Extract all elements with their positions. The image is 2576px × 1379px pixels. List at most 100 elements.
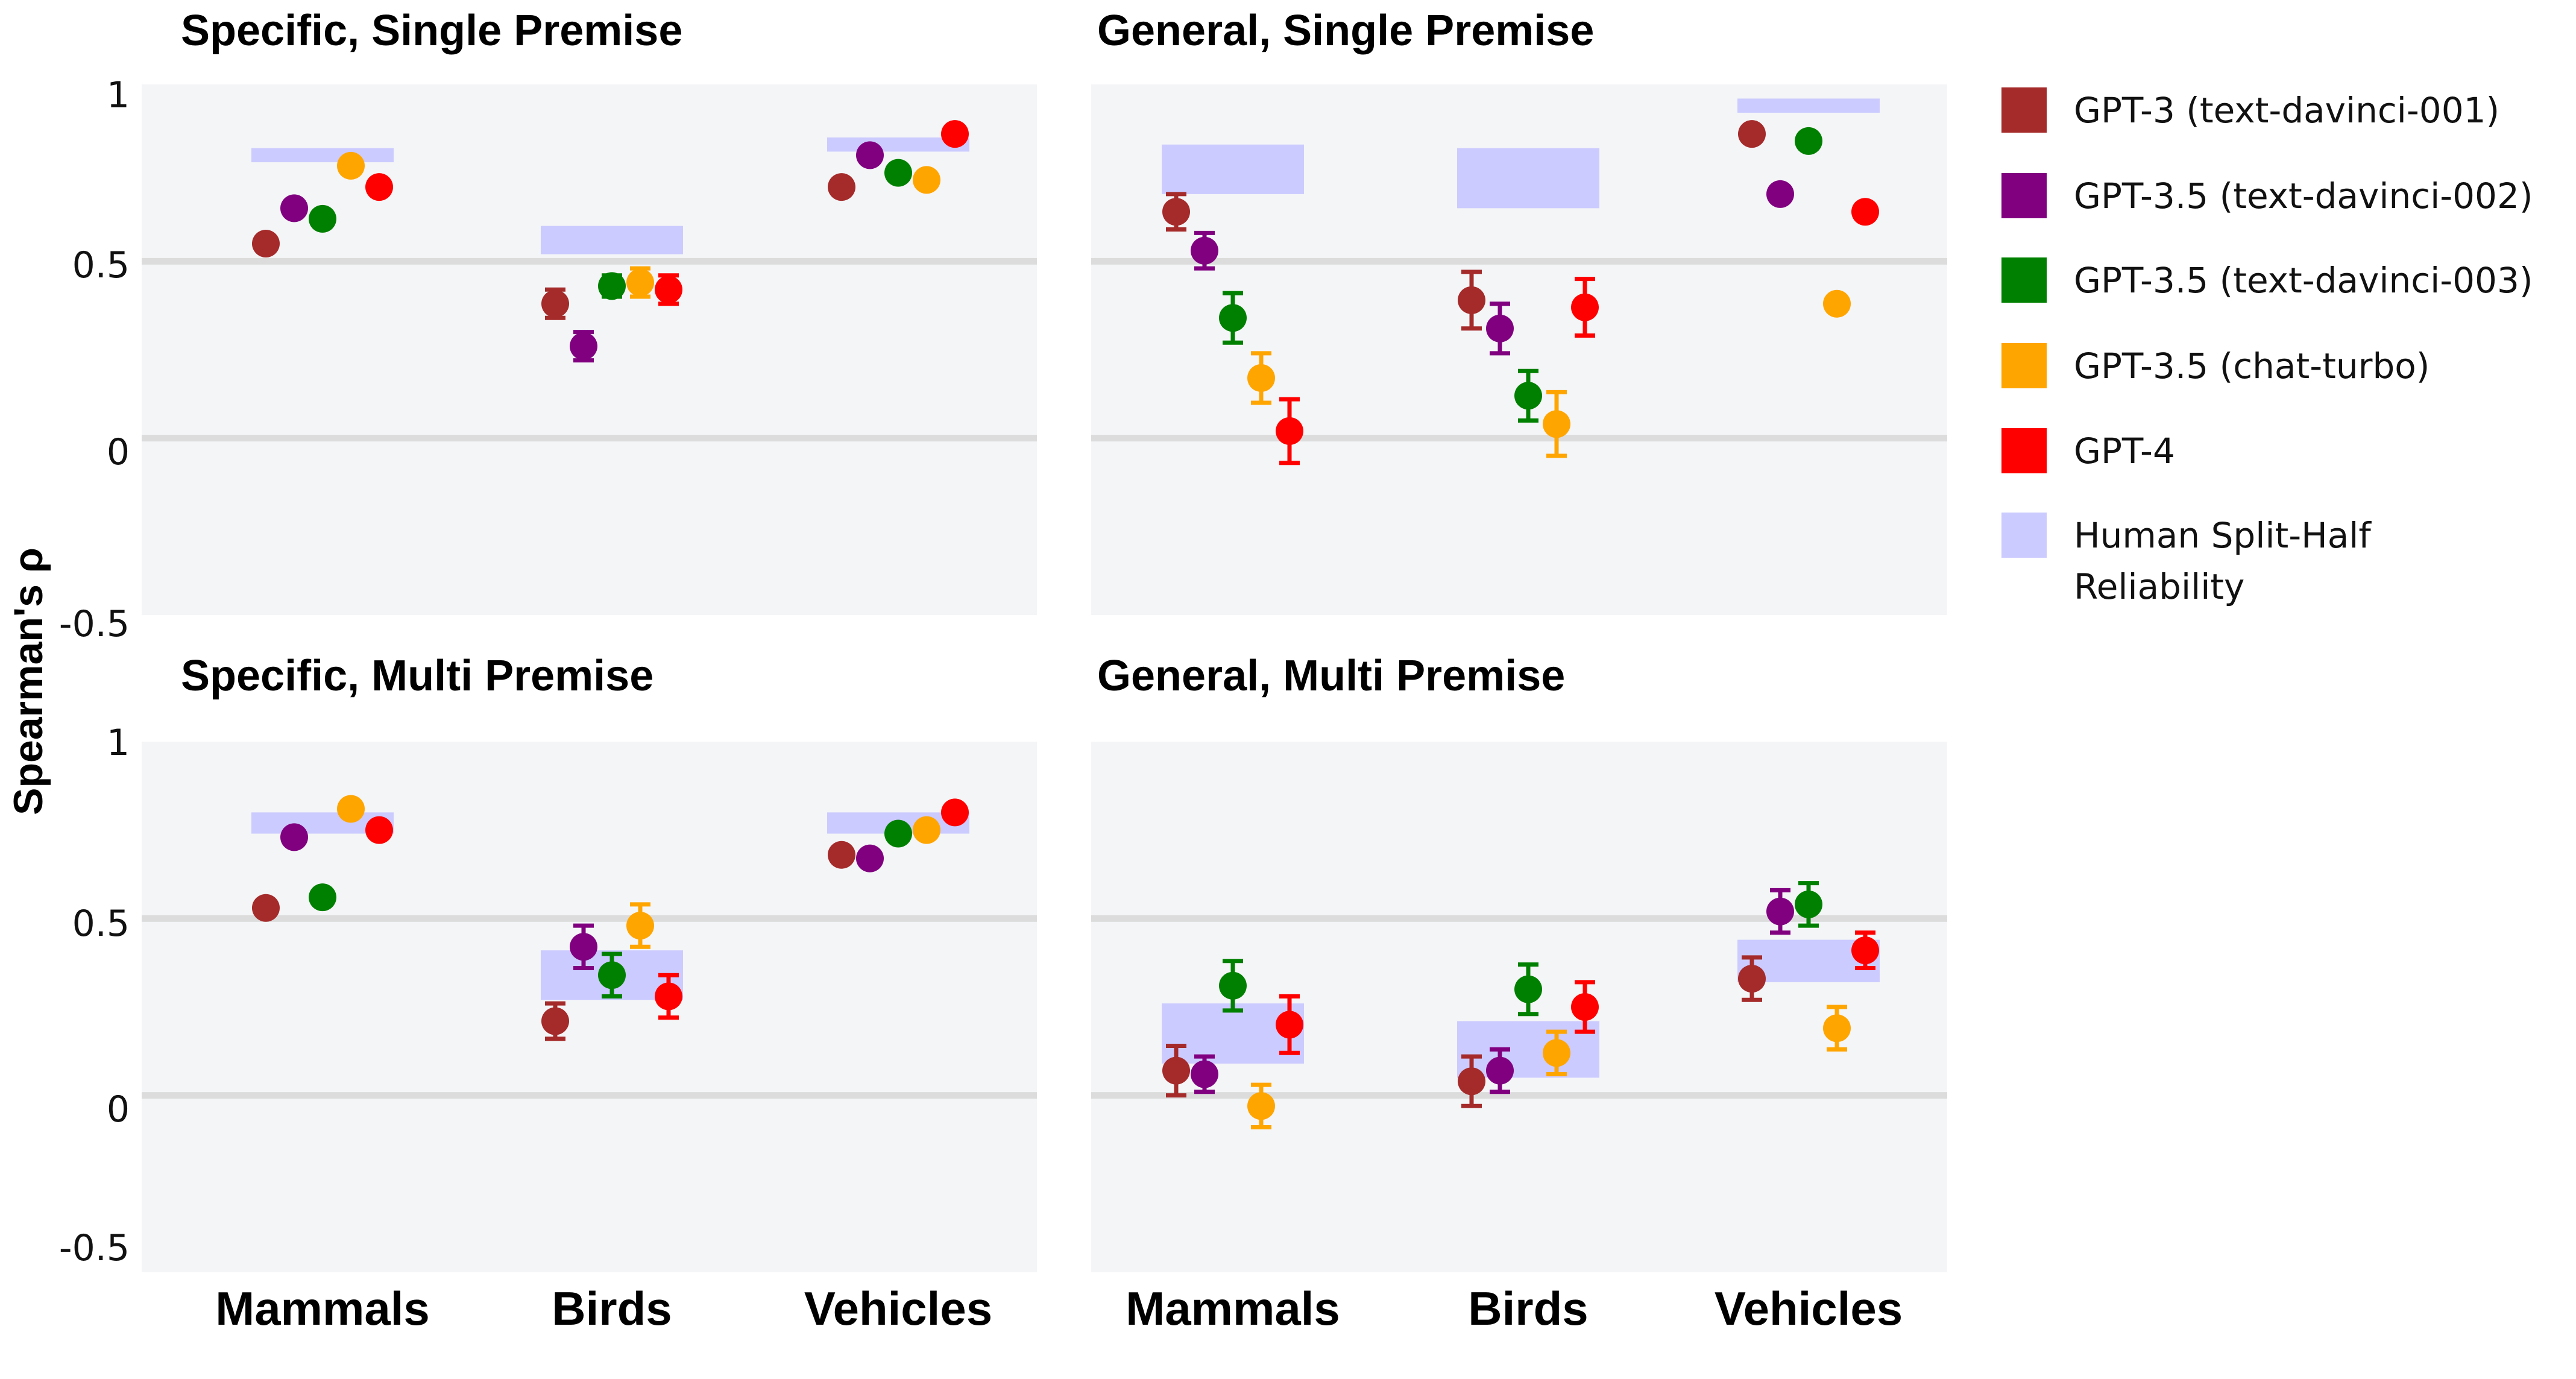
data-point: [913, 816, 940, 844]
legend-item: GPT-3.5 (text-davinci-003): [2001, 257, 2533, 303]
data-point: [1247, 364, 1275, 392]
panel-2: General, Single Premise: [1091, 7, 1947, 615]
panels: Specific, Single Premise 1 0.5 0 -0.5 General…: [59, 7, 1947, 1335]
panel-title: General, Multi Premise: [1097, 652, 1565, 700]
human-band: [541, 226, 683, 254]
data-point: [309, 883, 336, 912]
data-point: [280, 823, 308, 851]
data-point: [828, 841, 855, 869]
panel-4: General, Multi Premise Mammals Birds Vehicl…: [1091, 652, 1947, 1335]
human-band: [1162, 144, 1304, 194]
data-point: [1486, 314, 1514, 342]
y-tick-label: 0.5: [72, 903, 130, 945]
data-point: [337, 795, 365, 823]
legend-item: Human Split-Half Reliability: [2001, 513, 2372, 607]
data-point: [1571, 293, 1599, 321]
data-point: [1571, 993, 1599, 1021]
legend-swatch: [2001, 428, 2047, 473]
data-point: [309, 204, 336, 233]
data-point: [541, 289, 569, 318]
y-axis-label: Spearman's ρ: [5, 547, 51, 815]
data-point: [1766, 897, 1794, 926]
data-point: [828, 173, 855, 201]
data-point: [1162, 198, 1190, 226]
data-point: [1851, 198, 1879, 226]
legend-label: GPT-3 (text-davinci-001): [2074, 90, 2499, 131]
y-tick-label: -0.5: [59, 1227, 130, 1269]
y-tick-label: 0.5: [72, 244, 130, 286]
y-tick-label: 0: [107, 431, 130, 473]
legend-swatch: [2001, 513, 2047, 558]
data-point: [1738, 120, 1766, 148]
data-point: [252, 894, 280, 922]
legend-item: GPT-3.5 (text-davinci-002): [2001, 173, 2533, 218]
data-point: [1766, 180, 1794, 208]
data-point: [1276, 417, 1303, 445]
legend-item: GPT-3 (text-davinci-001): [2001, 87, 2499, 133]
panel-title: Specific, Single Premise: [181, 7, 682, 55]
data-point: [1486, 1056, 1514, 1085]
data-point: [1543, 410, 1570, 438]
data-point: [365, 173, 393, 201]
data-point: [1851, 936, 1879, 965]
data-point: [1823, 1014, 1851, 1043]
data-point: [1162, 1056, 1190, 1085]
legend-label: GPT-4: [2074, 431, 2175, 472]
data-point: [941, 120, 969, 148]
data-point: [884, 819, 912, 848]
data-point: [252, 230, 280, 257]
data-point: [626, 268, 654, 297]
data-point: [598, 961, 626, 989]
panel-3: Specific, Multi Premise 1 0.5 0 -0.5 Mammals B…: [59, 652, 1037, 1335]
panel-1: Specific, Single Premise 1 0.5 0 -0.5: [59, 7, 1037, 645]
legend-item: GPT-3.5 (chat-turbo): [2001, 343, 2430, 388]
x-category-label: Vehicles: [804, 1282, 992, 1335]
data-point: [1191, 236, 1218, 265]
data-point: [1458, 1067, 1485, 1096]
y-tick-label: 1: [107, 74, 130, 116]
y-tick-label: -0.5: [59, 603, 130, 645]
data-point: [856, 141, 884, 169]
y-tick-label: 1: [107, 722, 130, 764]
data-point: [598, 272, 626, 300]
legend-label: GPT-3.5 (chat-turbo): [2074, 346, 2430, 387]
x-category-label: Mammals: [1126, 1282, 1340, 1335]
data-point: [655, 276, 682, 304]
data-point: [856, 844, 884, 873]
data-point: [337, 151, 365, 180]
x-category-label: Birds: [1468, 1282, 1588, 1335]
legend-label: GPT-3.5 (text-davinci-002): [2074, 175, 2533, 216]
data-point: [541, 1007, 569, 1035]
data-point: [570, 933, 597, 961]
legend-swatch: [2001, 173, 2047, 218]
x-category-label: Birds: [552, 1282, 672, 1335]
data-point: [1276, 1011, 1303, 1039]
data-point: [280, 194, 308, 222]
data-point: [1458, 286, 1485, 314]
data-point: [1514, 975, 1542, 1003]
data-point: [1543, 1039, 1570, 1067]
data-point: [941, 798, 969, 827]
data-point: [1795, 127, 1822, 155]
data-point: [1219, 971, 1247, 1000]
data-point: [1823, 289, 1851, 318]
human-band: [251, 148, 394, 163]
data-point: [626, 912, 654, 940]
legend-swatch: [2001, 343, 2047, 388]
data-point: [1191, 1060, 1218, 1088]
legend-label: GPT-3.5 (text-davinci-003): [2074, 260, 2533, 301]
data-point: [1795, 890, 1822, 918]
data-point: [655, 982, 682, 1011]
human-band: [1737, 98, 1880, 113]
data-point: [1219, 304, 1247, 332]
data-point: [570, 332, 597, 361]
legend-swatch: [2001, 257, 2047, 303]
y-tick-label: 0: [107, 1088, 130, 1131]
human-band: [1457, 148, 1599, 209]
x-category-label: Mammals: [215, 1282, 430, 1335]
data-point: [365, 816, 393, 844]
x-category-label: Vehicles: [1715, 1282, 1903, 1335]
legend-item: GPT-4: [2001, 428, 2175, 473]
legend-label: Human Split-Half Reliability: [2074, 515, 2372, 607]
